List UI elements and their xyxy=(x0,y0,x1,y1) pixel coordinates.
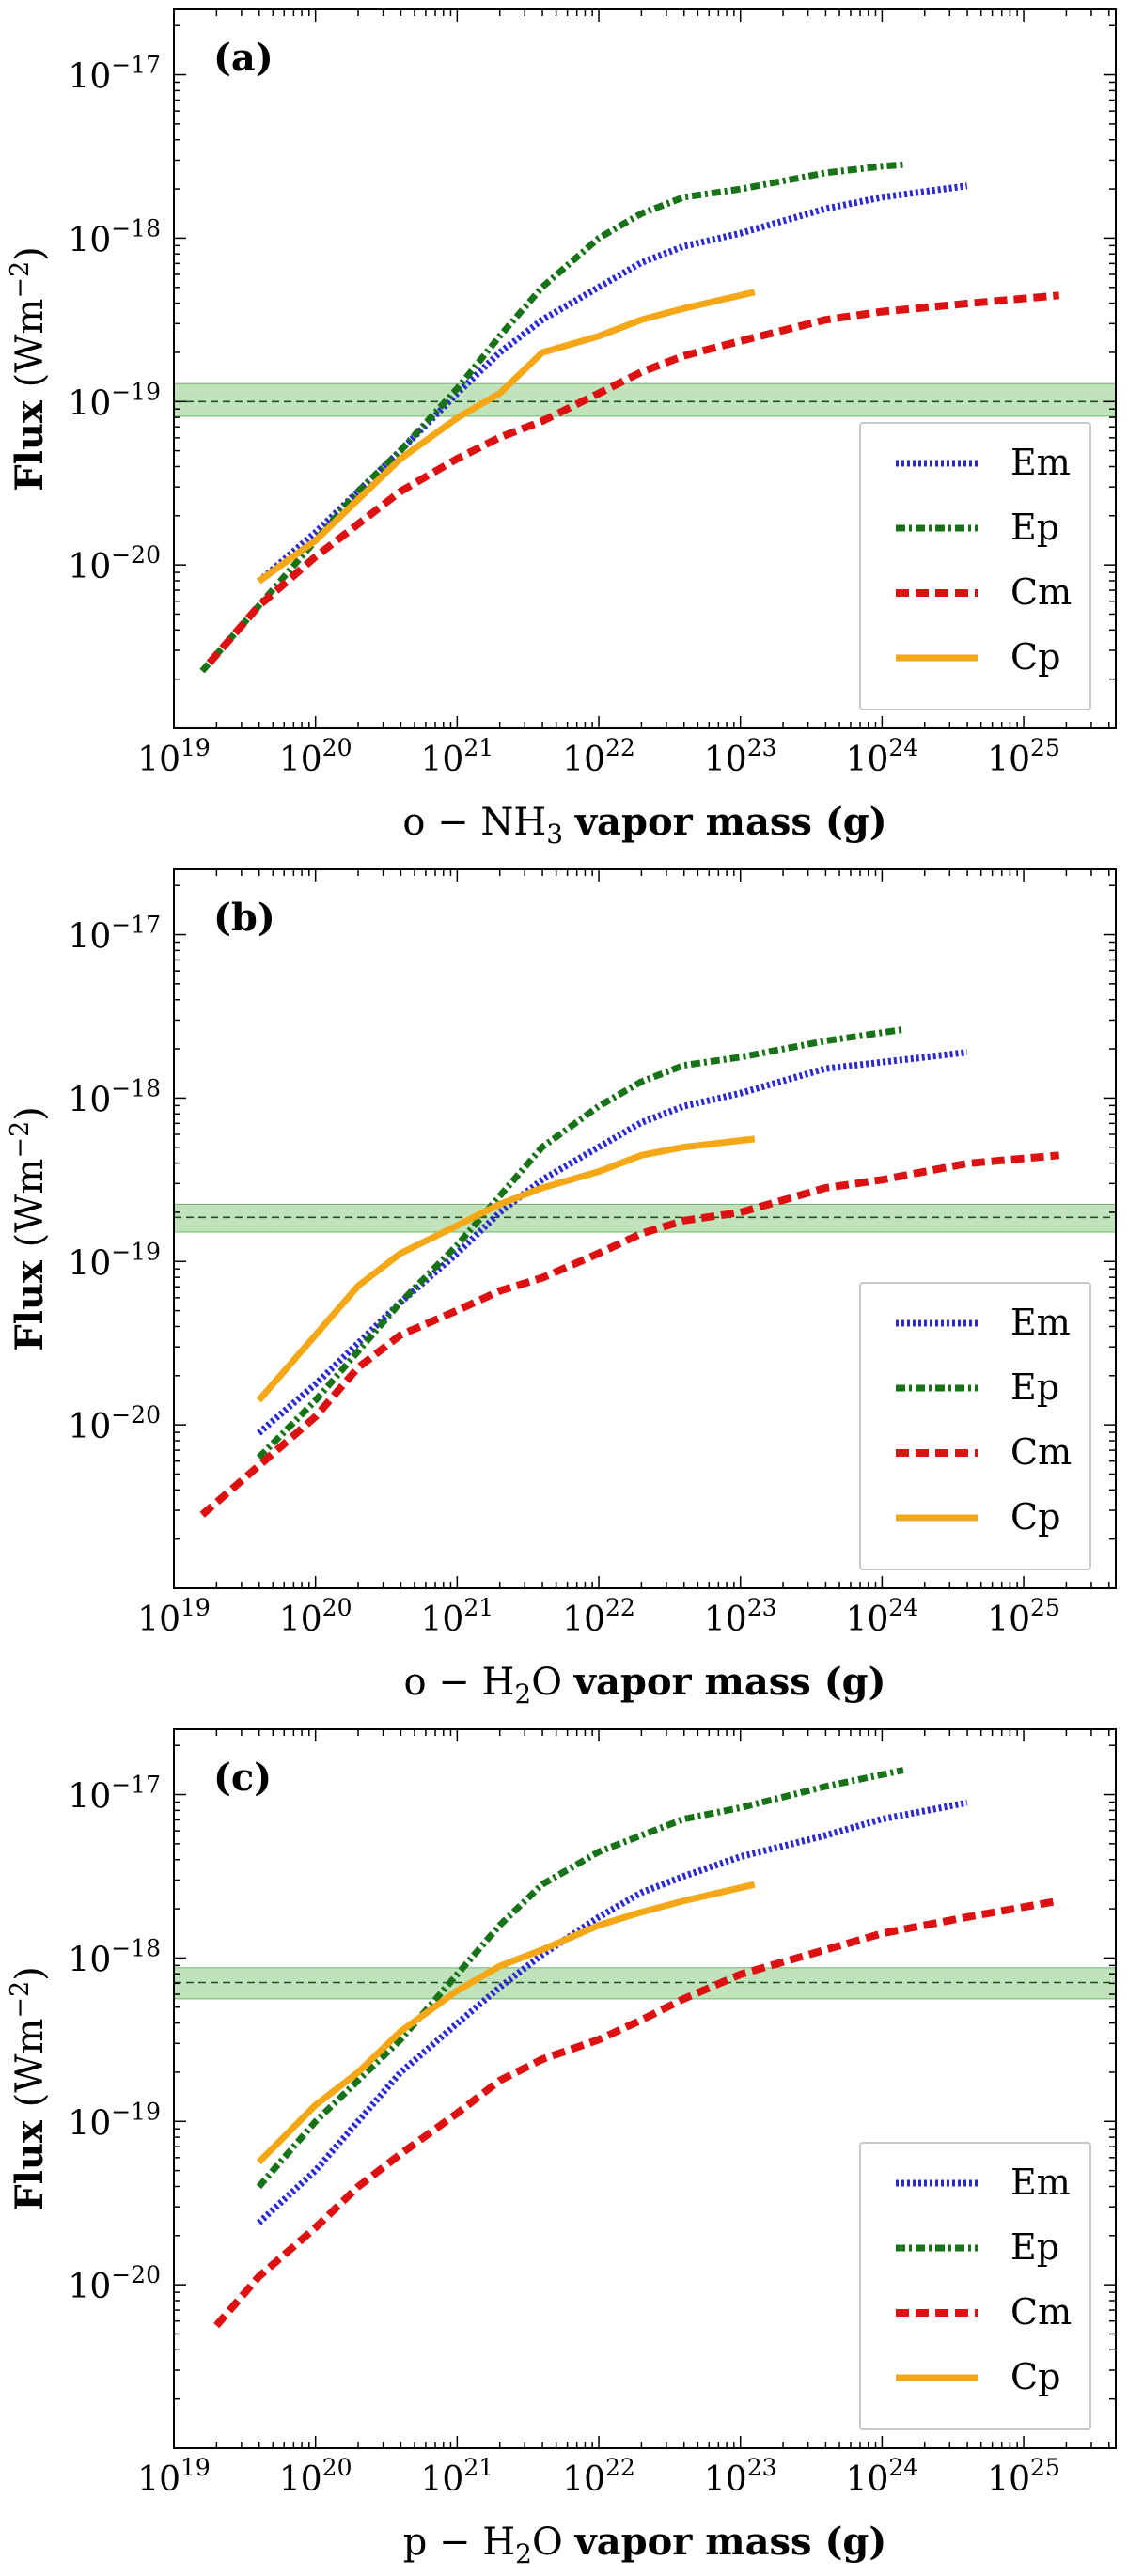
series-ep-line xyxy=(199,161,904,674)
panel-label: (a) xyxy=(213,36,274,80)
legend-label-em: Em xyxy=(1010,1302,1071,1343)
legend-label-cp: Cp xyxy=(1010,1496,1060,1538)
legend: Em Ep Cm Cp xyxy=(859,2142,1091,2430)
y-tick-label: 10−20 xyxy=(68,2261,161,2306)
legend-label-em: Em xyxy=(1010,2162,1071,2203)
legend: Em Ep Cm Cp xyxy=(859,422,1091,710)
legend-label-cm: Cm xyxy=(1010,2291,1072,2333)
axis-ticks xyxy=(173,869,1116,1589)
y-tick-label: 10−19 xyxy=(68,2098,161,2143)
x-tick-label: 1021 xyxy=(421,734,494,779)
x-tick-label: 1022 xyxy=(562,734,635,779)
x-axis-label: p − H2O vapor mass (g) xyxy=(403,2520,887,2569)
legend-label-ep: Ep xyxy=(1010,1366,1059,1408)
series-lines xyxy=(199,161,1060,674)
series-cm-line xyxy=(199,1151,1060,1518)
series-cp-line xyxy=(256,1881,756,2165)
x-tick-label: 1021 xyxy=(421,2454,494,2499)
x-tick-label: 1023 xyxy=(704,1594,777,1639)
y-axis-label: Flux (Wm−2) xyxy=(6,1106,52,1351)
legend-box xyxy=(859,1282,1091,1570)
x-tick-label: 1019 xyxy=(137,2454,211,2499)
legend-label-cm: Cm xyxy=(1010,1431,1072,1473)
x-tick-label: 1019 xyxy=(137,734,211,779)
chart-panel-1: 1019 1020 1021 1022 1023 1024 1025 10−20 10−19 10… xyxy=(6,8,1117,850)
series-em-line xyxy=(257,182,968,585)
series-cp-line xyxy=(257,289,756,585)
series-cm-line xyxy=(213,1897,1060,2329)
panel-label: (c) xyxy=(213,1756,272,1800)
x-tick-label: 1023 xyxy=(704,734,777,779)
y-tick-label: 10−18 xyxy=(68,1074,161,1119)
observed-flux-band xyxy=(173,382,1117,417)
x-tick-label: 1024 xyxy=(846,1594,919,1639)
legend-label-ep: Ep xyxy=(1010,507,1059,548)
x-tick-label: 1022 xyxy=(562,2454,635,2499)
y-tick-label: 10−19 xyxy=(68,1238,161,1283)
x-tick-label: 1021 xyxy=(421,1594,494,1639)
x-tick-label: 1020 xyxy=(279,2454,352,2499)
axis-ticks xyxy=(173,9,1116,729)
x-tick-label: 1020 xyxy=(279,1594,352,1639)
series-ep-line xyxy=(256,1025,904,1460)
x-tick-label: 1025 xyxy=(987,1594,1060,1639)
series-lines xyxy=(213,1767,1060,2329)
x-tick-label: 1020 xyxy=(279,734,352,779)
x-tick-label: 1025 xyxy=(987,2454,1060,2499)
legend-label-em: Em xyxy=(1010,442,1071,483)
observed-flux-band xyxy=(173,1967,1117,2000)
x-tick-label: 1022 xyxy=(562,1594,635,1639)
chart-panel-3: 1019 1020 1021 1022 1023 1024 1025 10−20 10−19 10… xyxy=(6,1728,1117,2569)
y-tick-label: 10−18 xyxy=(68,214,161,259)
series-cp-line xyxy=(256,1135,756,1403)
plot-frame xyxy=(173,8,1117,729)
series-em-line xyxy=(257,1049,968,1436)
y-tick-label: 10−17 xyxy=(68,912,161,957)
y-tick-label: 10−20 xyxy=(68,541,161,586)
legend-label-ep: Ep xyxy=(1010,2226,1059,2268)
plot-frame xyxy=(173,1728,1117,2449)
chart-panel-2: 1019 1020 1021 1022 1023 1024 1025 10−20 10−19 10… xyxy=(6,868,1117,1710)
legend-label-cp: Cp xyxy=(1010,636,1060,678)
series-lines xyxy=(199,1025,1060,1518)
x-tick-label: 1023 xyxy=(704,2454,777,2499)
legend-box xyxy=(859,2142,1091,2430)
x-tick-label: 1025 xyxy=(987,734,1060,779)
legend: Em Ep Cm Cp xyxy=(859,1282,1091,1570)
x-tick-label: 1019 xyxy=(137,1594,211,1639)
legend-box xyxy=(859,422,1091,710)
y-axis-label: Flux (Wm−2) xyxy=(6,1966,52,2211)
axis-ticks xyxy=(173,1729,1116,2449)
x-axis-label: o − NH3 vapor mass (g) xyxy=(402,800,886,850)
x-tick-label: 1024 xyxy=(846,734,919,779)
y-tick-label: 10−18 xyxy=(68,1934,161,1979)
y-tick-label: 10−20 xyxy=(68,1401,161,1446)
x-tick-label: 1024 xyxy=(846,2454,919,2499)
series-ep-line xyxy=(256,1767,904,2190)
panel-label: (b) xyxy=(213,896,275,940)
observed-flux-band xyxy=(173,1203,1117,1233)
x-axis-label: o − H2O vapor mass (g) xyxy=(403,1660,885,1710)
y-axis-label: Flux (Wm−2) xyxy=(6,246,52,492)
plot-frame xyxy=(173,868,1117,1589)
y-tick-label: 10−19 xyxy=(68,378,161,423)
y-tick-label: 10−17 xyxy=(68,52,161,97)
legend-label-cp: Cp xyxy=(1010,2356,1060,2397)
y-tick-label: 10−17 xyxy=(68,1772,161,1817)
legend-label-cm: Cm xyxy=(1010,571,1072,613)
